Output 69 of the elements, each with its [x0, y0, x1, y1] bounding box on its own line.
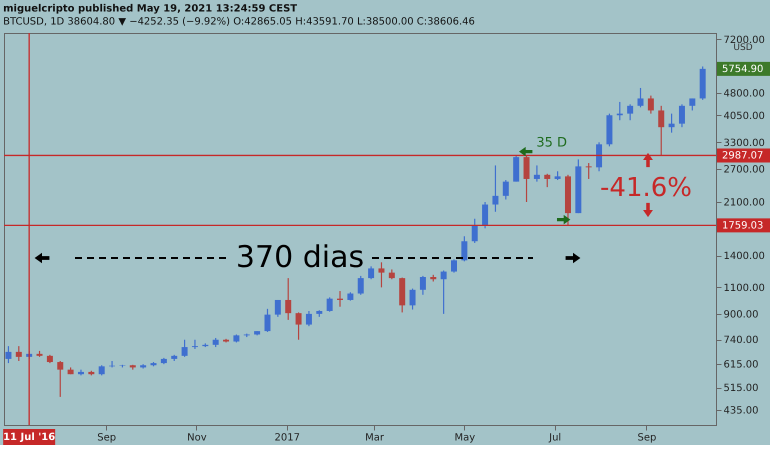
- candlestick: [658, 105, 664, 157]
- candlestick: [274, 299, 281, 318]
- candlestick: [450, 258, 457, 274]
- candlestick: [378, 262, 384, 288]
- y-tick-label: 515.00: [724, 383, 758, 394]
- annotation: 5754.90: [722, 64, 764, 75]
- candlestick: [482, 201, 488, 229]
- candlestick: [596, 142, 602, 172]
- candlestick: [182, 339, 188, 358]
- candlestick: [5, 346, 12, 364]
- chart-title: miguelcripto published May 19, 2021 13:24:59 CEST: [3, 3, 298, 14]
- y-tick-label: 615.00: [724, 360, 758, 371]
- x-tick-label: May: [454, 432, 476, 444]
- candlestick: [368, 266, 374, 280]
- candlestick: [492, 164, 498, 212]
- candlestick: [544, 173, 550, 188]
- y-tick-label: 435.00: [724, 405, 758, 416]
- y-tick-label: 900.00: [724, 309, 758, 320]
- x-tick-label: Jul: [548, 432, 562, 444]
- candlestick: [678, 104, 685, 128]
- candlestick: [410, 288, 416, 310]
- ref-line-label: 2987.07: [722, 150, 764, 162]
- candlestick: [627, 104, 634, 121]
- y-tick-label: 2700.00: [724, 164, 765, 176]
- candlestick: [461, 236, 468, 262]
- x-tick-label: 2017: [274, 432, 300, 444]
- candlestick: [264, 308, 270, 333]
- candlestick: [534, 164, 540, 182]
- candlestick: [472, 218, 478, 244]
- x-tick-label: Sep: [97, 432, 116, 444]
- y-tick-label: 3300.00: [724, 138, 765, 149]
- ref-line-label: 11 Jul '16: [3, 432, 56, 443]
- candlestick: [337, 290, 344, 308]
- candlestick: [358, 275, 364, 296]
- candlestick: [285, 278, 292, 320]
- candlestick: [296, 312, 302, 340]
- candlestick: [212, 337, 219, 348]
- candlestick: [668, 113, 675, 134]
- annotation: 35 D: [536, 136, 568, 151]
- candlestick: [420, 275, 426, 296]
- text: USD: [733, 43, 753, 53]
- candlestick: [306, 310, 312, 327]
- ref-line-label: 1759.03: [722, 220, 764, 232]
- candlestick: [326, 296, 333, 312]
- candlestick: [16, 346, 22, 362]
- y-tick-label: 1400.00: [724, 251, 765, 262]
- candlestick: [616, 101, 623, 121]
- y-tick-label: 2100.00: [724, 197, 765, 208]
- candlestick: [524, 154, 530, 203]
- chart-subtitle: BTCUSD, 1D 38604.80 ▼ −4252.35 (−9.92%) O:42865.05 H:43591.70 L:38500.00 C:38606.46: [3, 16, 475, 28]
- candlestick: [388, 268, 395, 280]
- y-tick-label: 4800.00: [724, 88, 765, 100]
- candlestick: [648, 94, 654, 114]
- y-tick-label: 740.00: [724, 335, 758, 346]
- annotation: -41.6%: [600, 173, 692, 203]
- annotation: 370 dias: [236, 240, 364, 275]
- candlestick: [638, 87, 644, 108]
- candlestick: [192, 339, 198, 350]
- candlestick: [502, 179, 509, 200]
- x-tick-label: Nov: [187, 432, 207, 444]
- candlestick: [57, 360, 64, 398]
- y-tick-label: 1100.00: [724, 282, 765, 294]
- x-tick-label: Sep: [638, 432, 656, 444]
- candlestick: [98, 364, 105, 376]
- y-tick-label: 4050.00: [724, 110, 765, 122]
- x-tick-label: Mar: [365, 432, 385, 444]
- candlestick: [586, 162, 592, 180]
- candlestick: [689, 98, 696, 112]
- candlestick: [440, 270, 447, 314]
